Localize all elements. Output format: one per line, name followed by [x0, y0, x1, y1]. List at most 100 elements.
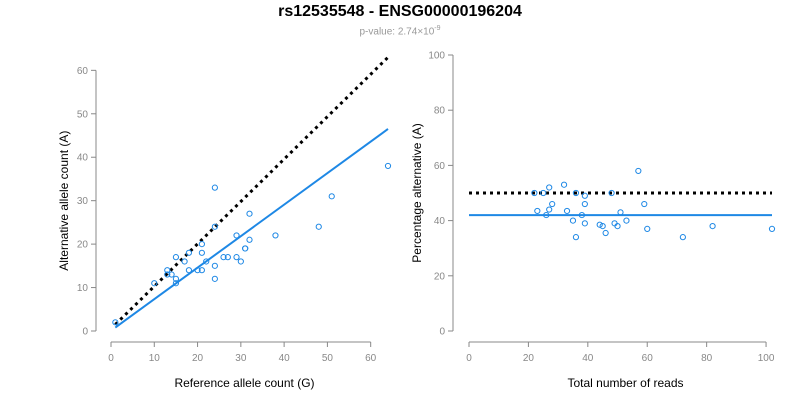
left-data-point [246, 236, 253, 243]
left-fit-line [114, 128, 389, 329]
left-data-point [220, 254, 227, 261]
right-data-point [563, 207, 571, 215]
right-data-point [578, 211, 585, 219]
left-data-point [164, 271, 171, 278]
right-data-point [531, 189, 538, 197]
right-data-point [534, 207, 541, 215]
left-data-point [272, 232, 279, 239]
right-y-axis-label: Percentage alternative (A) [410, 123, 424, 262]
right-data-point [581, 192, 588, 199]
left-x-tick-label: 30 [235, 353, 247, 364]
left-y-tick-label: 0 [82, 327, 88, 338]
left-y-tick-label: 10 [77, 283, 89, 294]
left-data-point [224, 254, 231, 261]
left-data-point [181, 258, 188, 265]
left-data-point [315, 223, 322, 230]
left-data-point [211, 184, 218, 191]
right-x-tick-label: 0 [466, 353, 472, 364]
right-data-point [581, 200, 588, 208]
left-y-tick-label: 40 [77, 153, 89, 164]
left-data-point [246, 210, 253, 217]
chart-subtitle: p-value: 2.74×10-9 [0, 25, 800, 37]
right-x-tick-label: 80 [701, 353, 713, 364]
left-data-point [185, 267, 193, 274]
pvalue-times: ×10 [417, 26, 435, 38]
left-x-tick-label: 50 [322, 353, 334, 364]
right-data-point [581, 220, 588, 227]
right-data-point [608, 189, 615, 197]
right-data-point [572, 189, 580, 197]
left-x-tick-label: 60 [365, 353, 377, 364]
right-data-point [679, 234, 686, 241]
right-data-point [572, 234, 580, 241]
left-data-point [112, 319, 119, 326]
right-data-point [546, 184, 553, 191]
right-data-point [560, 181, 568, 188]
left-data-point [198, 267, 205, 274]
left-x-axis-label: Reference allele count (G) [174, 376, 314, 390]
pvalue-exponent: -9 [434, 25, 441, 32]
left-y-tick-label: 60 [77, 66, 89, 77]
right-x-tick-label: 100 [758, 353, 775, 364]
left-data-point [233, 254, 240, 261]
left-data-point [151, 280, 158, 287]
left-data-point [198, 241, 205, 248]
right-data-point [641, 200, 648, 208]
right-data-point [602, 229, 609, 237]
left-y-tick-label: 20 [77, 240, 89, 251]
left-data-point [203, 258, 210, 265]
left-data-point [242, 245, 249, 252]
left-data-point [194, 267, 201, 274]
right-data-point [596, 221, 603, 228]
left-x-tick-label: 20 [192, 353, 204, 364]
right-data-point [599, 223, 606, 230]
right-data-point [635, 167, 642, 175]
left-data-point [172, 275, 180, 282]
left-y-axis-label: Alternative allele count (A) [57, 131, 71, 271]
right-data-point [709, 223, 716, 230]
left-x-tick-label: 10 [149, 353, 161, 364]
right-y-tick-label: 60 [434, 161, 446, 172]
left-data-point [237, 258, 244, 265]
right-data-point [549, 200, 556, 208]
left-data-point [172, 280, 180, 287]
pvalue-prefix: p-value: [359, 26, 398, 38]
left-x-tick-label: 0 [108, 353, 114, 364]
right-y-tick-label: 0 [439, 327, 445, 338]
right-x-tick-label: 60 [642, 353, 654, 364]
left-data-point [328, 193, 335, 200]
left-data-point [384, 162, 392, 170]
left-data-point [211, 262, 218, 269]
right-x-tick-label: 20 [523, 353, 535, 364]
right-data-point [540, 189, 547, 197]
left-data-point [211, 223, 218, 230]
left-y-tick-label: 30 [77, 196, 89, 207]
right-data-point [614, 223, 621, 230]
left-x-tick-label: 40 [279, 353, 291, 364]
left-data-point [164, 267, 171, 274]
right-y-tick-label: 40 [434, 216, 446, 227]
right-y-tick-label: 80 [434, 106, 446, 117]
left-data-point [185, 249, 193, 256]
right-data-point [543, 211, 550, 219]
left-y-tick-label: 50 [77, 109, 89, 120]
left-data-point [198, 249, 205, 256]
right-x-axis-label: Total number of reads [567, 376, 683, 390]
right-x-tick-label: 40 [582, 353, 594, 364]
pvalue-mantissa: 2.74 [397, 26, 418, 38]
right-y-tick-label: 100 [428, 51, 445, 62]
right-data-point [768, 225, 776, 232]
left-data-point [172, 254, 180, 261]
left-reference-line [114, 56, 390, 326]
left-data-point [233, 232, 240, 239]
right-data-point [546, 206, 553, 213]
left-data-point [211, 275, 218, 282]
right-data-point [623, 217, 630, 224]
right-data-point [644, 225, 651, 232]
chart-title: rs12535548 - ENSG00000196204 [278, 3, 522, 20]
left-data-point [168, 271, 175, 278]
right-y-tick-label: 20 [434, 271, 446, 282]
right-data-point [617, 209, 624, 216]
right-data-point [569, 217, 577, 224]
